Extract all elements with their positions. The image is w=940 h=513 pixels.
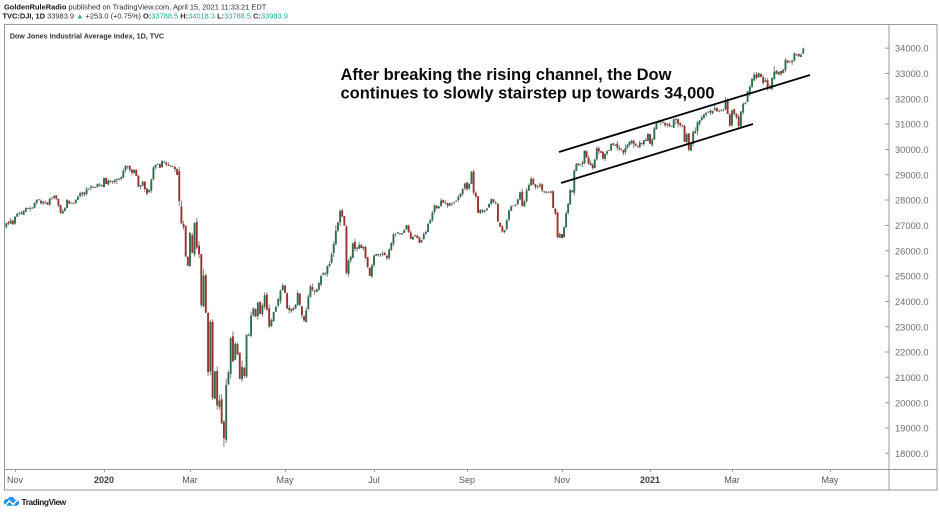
svg-text:28000.0: 28000.0 (895, 196, 929, 206)
svg-text:22000.0: 22000.0 (895, 348, 929, 358)
svg-text:Mar: Mar (724, 475, 740, 485)
svg-text:21000.0: 21000.0 (895, 373, 929, 383)
svg-text:2021: 2021 (640, 475, 660, 485)
svg-text:33000.0: 33000.0 (895, 69, 929, 79)
svg-text:Nov: Nov (7, 475, 24, 485)
svg-text:32000.0: 32000.0 (895, 94, 929, 104)
svg-text:19000.0: 19000.0 (895, 424, 929, 434)
svg-text:18000.0: 18000.0 (895, 449, 929, 459)
svg-text:24000.0: 24000.0 (895, 297, 929, 307)
svg-text:Mar: Mar (182, 475, 198, 485)
svg-text:TVC:DJI, 1D 33983.9 ▲ +253.0: TVC:DJI, 1D 33983.9 ▲ +253.0 (+0.75%) O:… (3, 11, 288, 20)
svg-text:2020: 2020 (94, 475, 114, 485)
svg-text:20000.0: 20000.0 (895, 398, 929, 408)
svg-text:23000.0: 23000.0 (895, 322, 929, 332)
svg-text:continues to slowly stairstep: continues to slowly stairstep up towards… (341, 84, 715, 102)
svg-text:GoldenRuleRadio published on T: GoldenRuleRadio published on TradingView… (4, 3, 267, 12)
svg-text:29000.0: 29000.0 (895, 170, 929, 180)
svg-text:Dow Jones Industrial Average I: Dow Jones Industrial Average Index, 1D, … (10, 31, 164, 40)
svg-text:TradingView: TradingView (22, 497, 67, 507)
svg-text:31000.0: 31000.0 (895, 120, 929, 130)
svg-text:25000.0: 25000.0 (895, 272, 929, 282)
svg-text:Sep: Sep (459, 475, 475, 485)
svg-text:34000.0: 34000.0 (895, 44, 929, 54)
svg-text:26000.0: 26000.0 (895, 246, 929, 256)
svg-text:After breaking the rising chan: After breaking the rising channel, the D… (341, 66, 672, 84)
svg-text:Jul: Jul (368, 475, 380, 485)
svg-text:27000.0: 27000.0 (895, 221, 929, 231)
svg-text:30000.0: 30000.0 (895, 145, 929, 155)
svg-text:May: May (821, 475, 839, 485)
svg-text:May: May (276, 475, 294, 485)
svg-text:Nov: Nov (554, 475, 571, 485)
